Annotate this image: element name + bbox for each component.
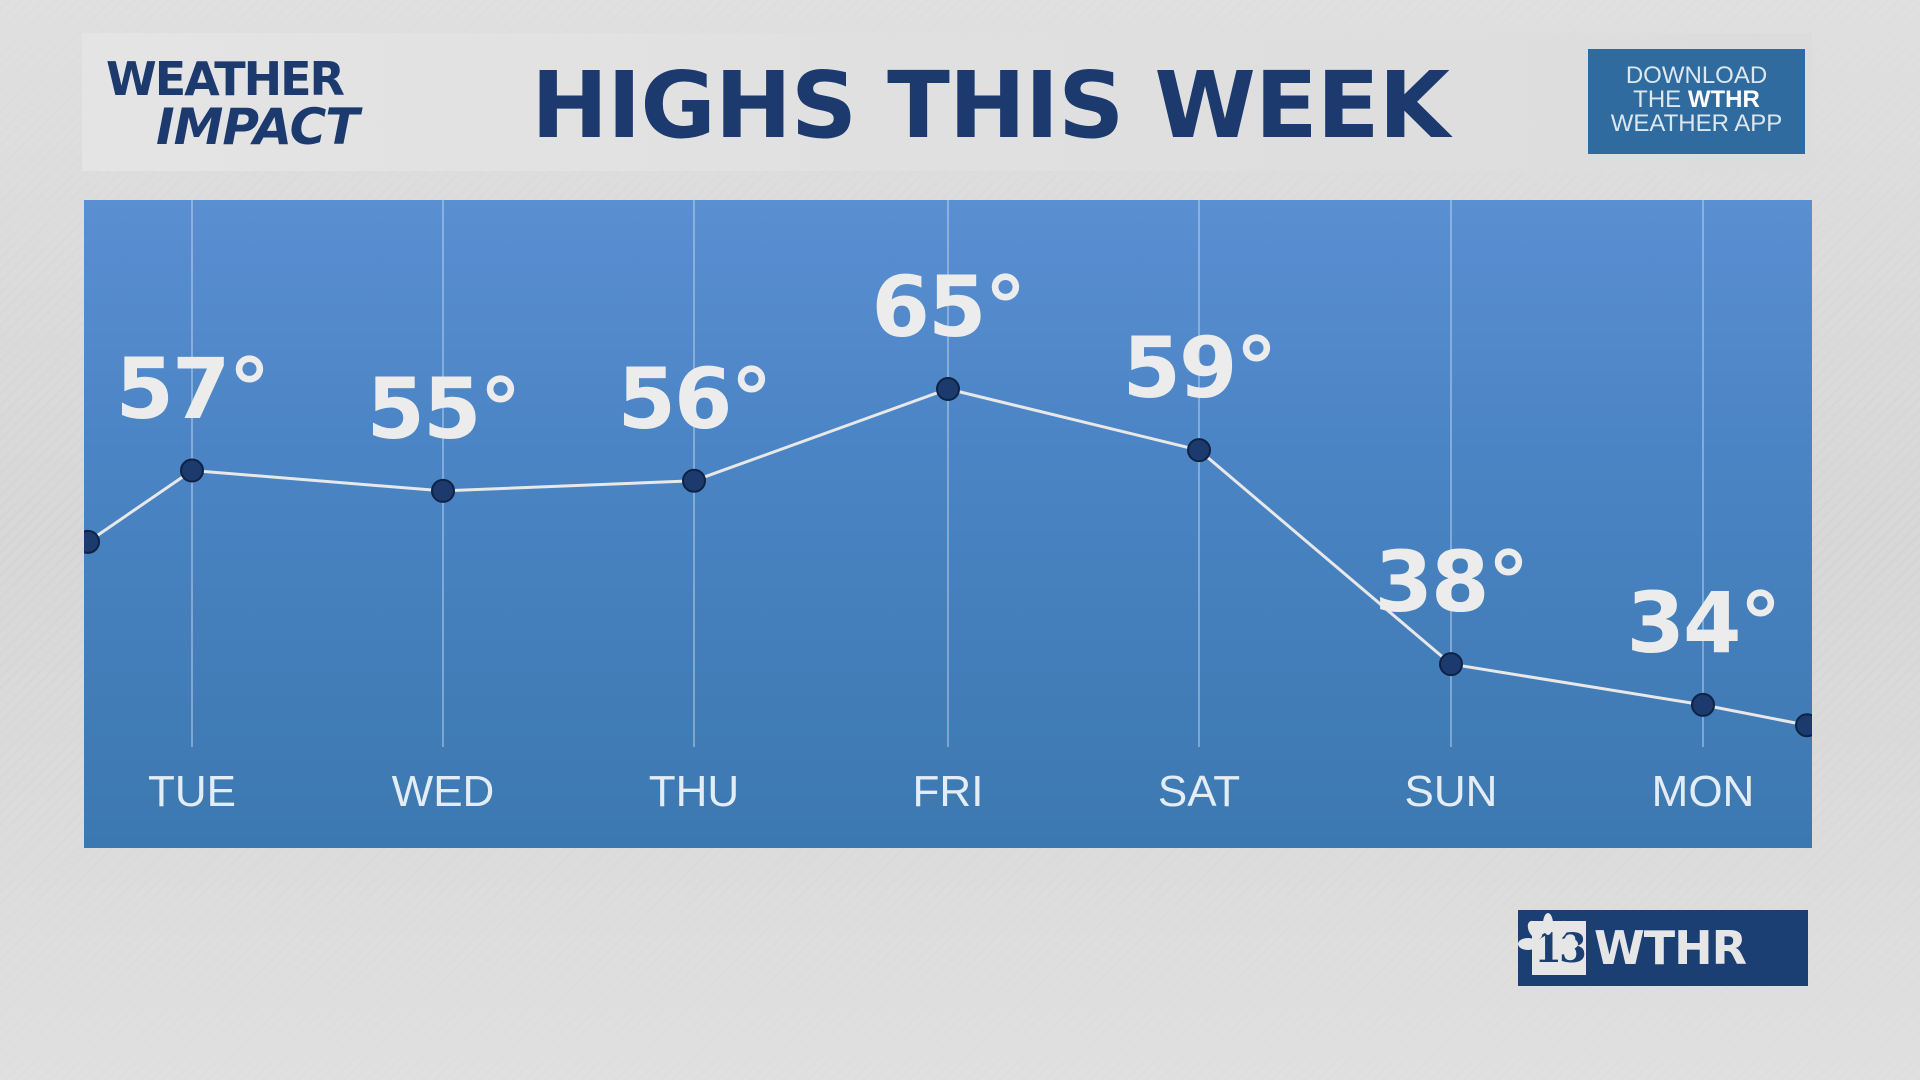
data-point (682, 468, 706, 493)
download-line2: THE WTHR (1633, 86, 1760, 113)
day-label: THU (648, 767, 740, 816)
temp-label: 59° (1122, 319, 1278, 418)
weather-impact-logo: WEATHER IMPACT (106, 52, 359, 156)
page-title: HIGHS THIS WEEK (531, 52, 1450, 159)
day-label: SAT (1157, 767, 1241, 816)
day-label: TUE (148, 767, 236, 816)
download-app-promo: DOWNLOAD THE WTHR WEATHER APP (1588, 49, 1805, 154)
temp-label: 55° (366, 359, 522, 458)
temp-label: 38° (1374, 533, 1530, 632)
data-point (1691, 692, 1715, 717)
data-point (180, 458, 204, 483)
temp-label: 34° (1626, 573, 1782, 672)
temp-label: 65° (871, 258, 1027, 356)
data-point (1439, 652, 1463, 677)
download-line1: DOWNLOAD (1625, 62, 1768, 89)
logo-line1: WEATHER (106, 52, 345, 106)
day-label: MON (1651, 767, 1755, 816)
call-letters: WTHR (1594, 921, 1747, 975)
data-point (431, 478, 455, 503)
day-label: WED (391, 767, 495, 816)
data-point (1795, 713, 1812, 738)
download-line3: WEATHER APP (1610, 110, 1783, 137)
header-bar (82, 33, 1812, 171)
data-point (1187, 438, 1211, 463)
day-label: SUN (1404, 767, 1498, 816)
temperature-line-chart (84, 200, 1812, 747)
logo-line2: IMPACT (156, 98, 359, 156)
peacock-icon (1518, 913, 1578, 950)
data-point (84, 529, 100, 554)
temp-label: 56° (617, 349, 773, 448)
chart-panel: 57° TUE 55° WED 56° THU 65° FRI 59° SAT 38° SUN 34° M… (84, 200, 1812, 848)
wthr-logo: 13 WTHR (1518, 910, 1808, 986)
data-point (936, 377, 960, 401)
temp-label: 57° (115, 339, 271, 438)
day-label: FRI (912, 767, 984, 816)
